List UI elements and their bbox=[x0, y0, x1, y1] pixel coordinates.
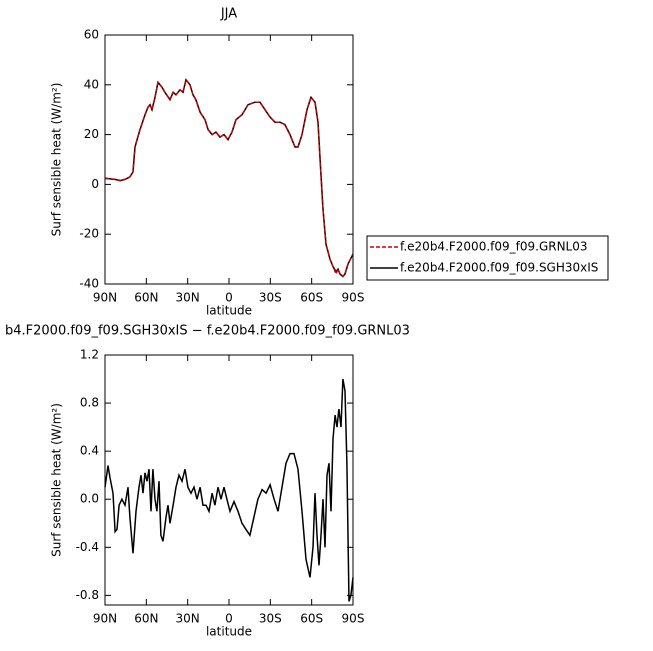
x-tick-label: 30S bbox=[259, 612, 282, 626]
legend-box bbox=[366, 235, 609, 281]
y-axis-label: Surf sensible heat (W/m²) bbox=[50, 403, 64, 557]
y-tick-label: 1.2 bbox=[80, 348, 99, 362]
y-tick-label: 20 bbox=[84, 127, 99, 141]
x-tick-label: 60N bbox=[134, 291, 158, 305]
y-axis-label: Surf sensible heat (W/m²) bbox=[50, 83, 64, 237]
y-tick-label: -40 bbox=[79, 277, 99, 291]
y-tick-label: 0 bbox=[91, 177, 99, 191]
plot-frame bbox=[104, 34, 354, 285]
data-line bbox=[104, 78, 354, 278]
legend-label: f.e20b4.F2000.f09_f09.SGH30xIS bbox=[400, 261, 598, 275]
x-axis-label: latitude bbox=[206, 304, 252, 318]
y-tick-label: 60 bbox=[84, 28, 99, 42]
y-tick-label: -0.8 bbox=[76, 588, 99, 602]
x-tick-label: 30N bbox=[176, 612, 200, 626]
x-tick-label: 30S bbox=[259, 291, 282, 305]
x-tick-label: 60N bbox=[134, 612, 158, 626]
x-tick-label: 0 bbox=[225, 612, 233, 626]
x-tick-label: 60S bbox=[300, 291, 323, 305]
y-tick-label: 0.0 bbox=[80, 492, 99, 506]
legend: f.e20b4.F2000.f09_f09.GRNL03 f.e20b4.F200… bbox=[366, 235, 609, 281]
y-tick-label: -20 bbox=[79, 227, 99, 241]
x-tick-label: 30N bbox=[176, 291, 200, 305]
x-tick-label: 90N bbox=[93, 291, 117, 305]
x-tick-label: 0 bbox=[225, 291, 233, 305]
x-tick-label: 90N bbox=[93, 612, 117, 626]
x-axis-label: latitude bbox=[206, 625, 252, 639]
chart-title: b4.F2000.f09_f09.SGH30xIS − f.e20b4.F200… bbox=[5, 324, 410, 339]
y-tick-label: 0.8 bbox=[80, 396, 99, 410]
x-tick-label: 90S bbox=[342, 612, 365, 626]
y-tick-label: 0.4 bbox=[80, 444, 99, 458]
y-tick-label: 40 bbox=[84, 77, 99, 91]
chart-title: JJA bbox=[220, 7, 237, 22]
x-tick-label: 60S bbox=[300, 612, 323, 626]
y-tick-label: -0.4 bbox=[76, 540, 99, 554]
data-line bbox=[104, 378, 354, 602]
x-tick-label: 90S bbox=[342, 291, 365, 305]
legend-label: f.e20b4.F2000.f09_f09.GRNL03 bbox=[400, 240, 588, 254]
